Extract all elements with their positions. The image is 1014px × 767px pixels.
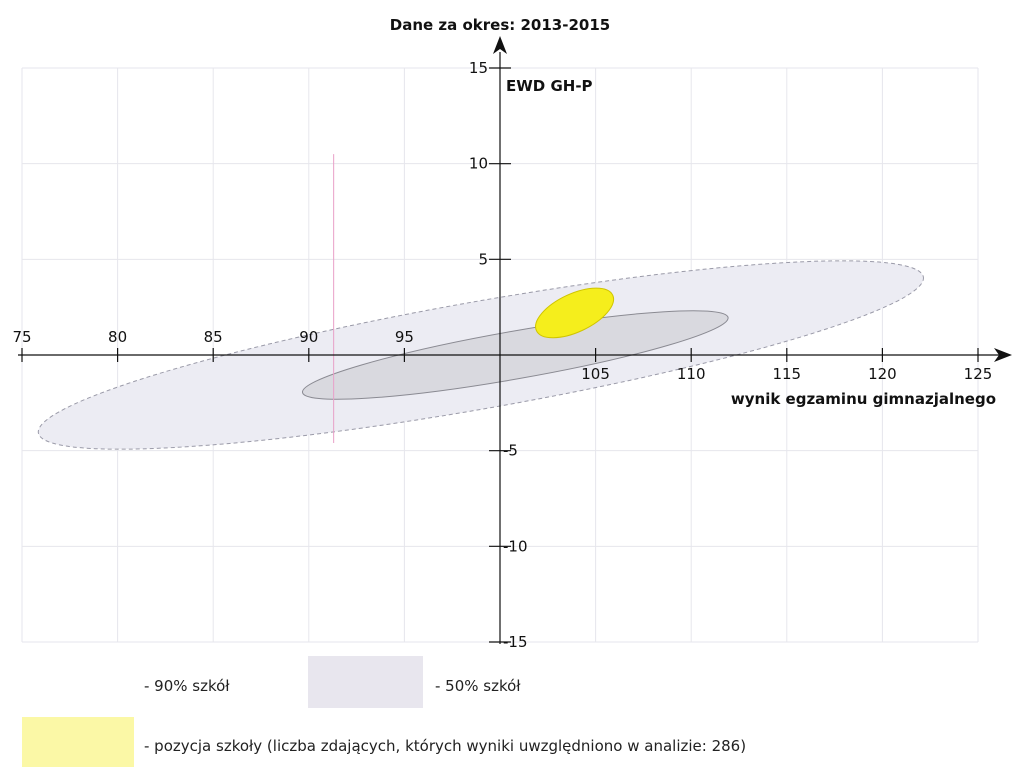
x-tick-label: 120	[868, 365, 897, 383]
legend-swatch-school	[22, 717, 134, 767]
y-tick-label: 5	[478, 250, 488, 268]
x-tick-label: 85	[204, 328, 223, 346]
y-tick-label: 15	[469, 59, 488, 77]
x-axis-arrow	[994, 348, 1012, 362]
x-tick-label: 75	[12, 328, 31, 346]
x-axis-label: wynik egzaminu gimnazjalnego	[731, 390, 996, 408]
y-tick-label: -5	[503, 442, 518, 460]
legend-label-school: - pozycja szkoły (liczba zdających, któr…	[144, 737, 747, 755]
chart-title: Dane za okres: 2013-2015	[390, 16, 610, 34]
y-axis-label: EWD GH-P	[506, 77, 593, 95]
y-tick-label: -15	[503, 633, 528, 651]
x-tick-label: 125	[964, 365, 993, 383]
legend-label-90: - 90% szkół	[144, 677, 230, 695]
y-tick-label: 10	[469, 155, 488, 173]
x-tick-label: 80	[108, 328, 127, 346]
legend-label-50: - 50% szkół	[435, 677, 521, 695]
x-tick-label: 95	[395, 328, 414, 346]
y-axis-arrow	[493, 36, 507, 54]
x-tick-label: 110	[677, 365, 706, 383]
x-tick-label: 90	[299, 328, 318, 346]
x-tick-label: 115	[772, 365, 801, 383]
region-school-position	[535, 287, 615, 339]
y-tick-label: -10	[503, 537, 528, 555]
regions	[37, 154, 924, 450]
axes	[18, 36, 1012, 644]
x-tick-label: 105	[581, 365, 610, 383]
legend-swatch-50	[308, 656, 423, 708]
